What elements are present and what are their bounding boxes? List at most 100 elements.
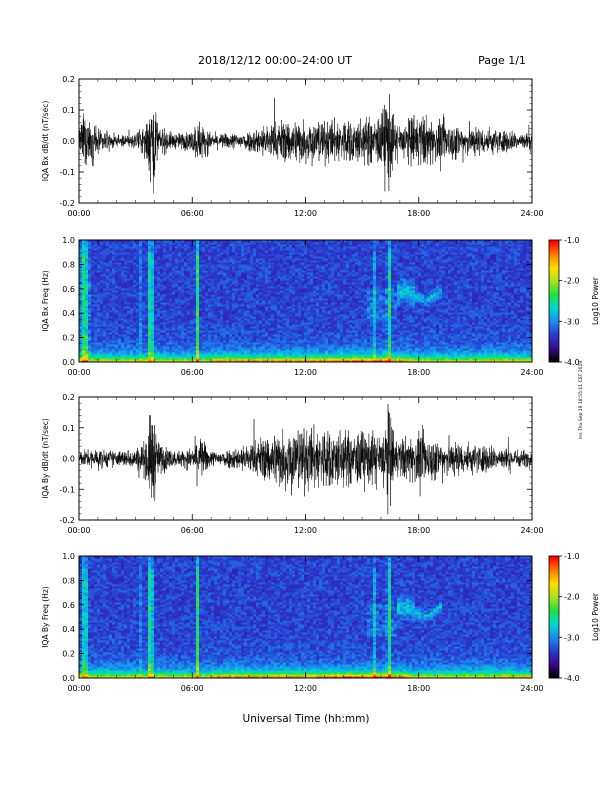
spectrogram-cell — [169, 334, 173, 337]
spectrogram-cell — [136, 348, 140, 351]
spectrogram-cell — [130, 288, 134, 291]
spectrogram-cell — [145, 316, 149, 319]
spectrogram-cell — [163, 302, 167, 305]
spectrogram-cell — [133, 264, 137, 267]
spectrogram-cell — [190, 320, 194, 323]
spectrogram-cell — [97, 316, 101, 319]
spectrogram-cell — [109, 240, 113, 243]
spectrogram-cell — [109, 276, 113, 279]
spectrogram-cell — [181, 276, 185, 279]
spectrogram-cell — [172, 242, 176, 245]
spectrogram-cell — [85, 260, 89, 263]
spectrogram-cell — [190, 304, 194, 307]
spectrogram-cell — [172, 292, 176, 295]
spectrogram-cell — [151, 288, 155, 291]
spectrogram-cell — [145, 330, 149, 333]
spectrogram-cell — [136, 272, 140, 275]
spectrogram-cell — [166, 334, 170, 337]
spectrogram-cell — [160, 312, 164, 315]
spectrogram-cell — [157, 294, 161, 297]
spectrogram-cell — [97, 246, 101, 249]
spectrogram-cell — [109, 308, 113, 311]
spectrogram-cell — [175, 246, 179, 249]
spectrogram-cell — [190, 310, 194, 313]
spectrogram-cell — [136, 282, 140, 285]
spectrogram-cell — [166, 294, 170, 297]
spectrogram-cell — [142, 282, 146, 285]
spectrogram-cell — [172, 286, 176, 289]
spectrogram-cell — [112, 334, 116, 337]
spectrogram-cell — [118, 326, 122, 329]
spectrogram-cell — [190, 318, 194, 321]
spectrogram-cell — [166, 240, 170, 243]
spectrogram-cell — [145, 300, 149, 303]
spectrogram-cell — [184, 294, 188, 297]
spectrogram-cell — [160, 286, 164, 289]
spectrogram-cell — [148, 344, 152, 347]
spectrogram-cell — [193, 338, 197, 341]
spectrogram-cell — [124, 262, 128, 265]
spectrogram-cell — [136, 298, 140, 301]
spectrogram-cell — [175, 356, 179, 359]
spectrogram-cell — [130, 268, 134, 271]
spectrogram-cell — [172, 290, 176, 293]
spectrogram-cell — [154, 322, 158, 325]
spectrogram-cell — [166, 328, 170, 331]
spectrogram-cell — [187, 308, 191, 311]
spectrogram-cell — [85, 282, 89, 285]
spectrogram-cell — [112, 256, 116, 259]
spectrogram-cell — [124, 346, 128, 349]
spectrogram-cell — [112, 242, 116, 245]
spectrogram-cell — [166, 250, 170, 253]
spectrogram-cell — [178, 300, 182, 303]
spectrogram-cell — [91, 284, 95, 287]
spectrogram-cell — [136, 336, 140, 339]
spectrogram-cell — [163, 310, 167, 313]
spectrogram-cell — [124, 294, 128, 297]
spectrogram-cell — [100, 354, 104, 357]
spectrogram-cell — [82, 248, 86, 251]
spectrogram-cell — [175, 266, 179, 269]
spectrogram-cell — [184, 282, 188, 285]
spectrogram-cell — [166, 264, 170, 267]
spectrogram-cell — [82, 286, 86, 289]
spectrogram-cell — [91, 280, 95, 283]
spectrogram-cell — [142, 266, 146, 269]
spectrogram-cell — [187, 322, 191, 325]
spectrogram-cell — [133, 300, 137, 303]
spectrogram-cell — [181, 312, 185, 315]
spectrogram-cell — [151, 278, 155, 281]
spectrogram-cell — [106, 336, 110, 339]
spectrogram-cell — [169, 332, 173, 335]
spectrogram-cell — [175, 292, 179, 295]
spectrogram-cell — [160, 300, 164, 303]
spectrogram-cell — [85, 266, 89, 269]
spectrogram-cell — [187, 254, 191, 257]
spectrogram-cell — [91, 314, 95, 317]
spectrogram-cell — [157, 254, 161, 257]
spectrogram-cell — [172, 276, 176, 279]
spectrogram-cell — [139, 256, 143, 259]
spectrogram-cell — [133, 240, 137, 243]
spectrogram-cell — [118, 290, 122, 293]
x-tick-label: 24:00 — [520, 209, 543, 218]
spectrogram-cell — [79, 326, 83, 329]
spectrogram-cell — [115, 344, 119, 347]
spectrogram-cell — [187, 352, 191, 355]
spectrogram-cell — [178, 250, 182, 253]
spectrogram-cell — [118, 248, 122, 251]
spectrogram-cell — [136, 300, 140, 303]
spectrogram-cell — [175, 316, 179, 319]
spectrogram-cell — [112, 258, 116, 261]
spectrogram-cell — [112, 346, 116, 349]
spectrogram-cell — [187, 320, 191, 323]
spectrogram-cell — [127, 298, 131, 301]
spectrogram-cell — [142, 304, 146, 307]
spectrogram-cell — [187, 248, 191, 251]
spectrogram-cell — [145, 298, 149, 301]
spectrogram-cell — [106, 304, 110, 307]
spectrogram-cell — [109, 346, 113, 349]
spectrogram-cell — [163, 282, 167, 285]
spectrogram-cell — [100, 346, 104, 349]
spectrogram-cell — [166, 270, 170, 273]
